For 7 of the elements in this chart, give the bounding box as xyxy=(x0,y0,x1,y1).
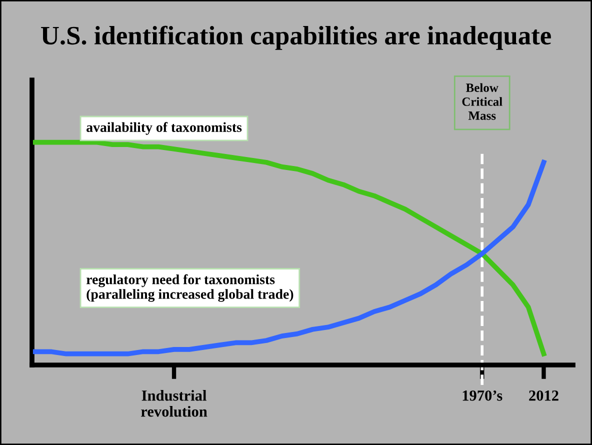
ref-line-label: Below Critical Mass xyxy=(462,83,502,120)
text: regulatory need for taxonomists (paralleling increased global trade) xyxy=(86,274,294,302)
x-tick-label: 2012 xyxy=(529,390,558,401)
x-tick-label: 1970’s xyxy=(462,390,502,401)
x-tick-label: Industrial revolution xyxy=(141,390,208,417)
series-label: availability of taxonomists xyxy=(86,122,242,135)
chart-title: U.S. identification capabilities are inadequate xyxy=(41,26,551,50)
